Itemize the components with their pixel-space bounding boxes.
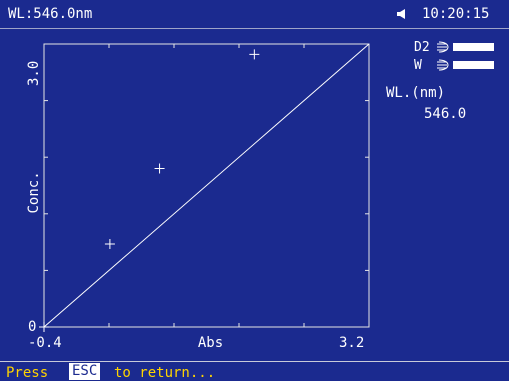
y-tick-label-max: 3.0 (26, 61, 42, 86)
lamp-w-label: W (414, 58, 422, 73)
axis-ticks (44, 44, 369, 327)
y-axis-label: Conc. (26, 171, 42, 213)
clock: 10:20:15 (422, 6, 490, 22)
wavelength-value: 546.0 (424, 106, 467, 122)
wavelength-label: WL.(nm) (386, 85, 446, 101)
lamp-d2-on-icon (437, 41, 449, 53)
calibration-fit-line (43, 43, 370, 328)
data-point-marker (154, 163, 165, 174)
x-axis-label: Abs (198, 335, 223, 351)
header-divider (0, 28, 509, 29)
status-bar: Press ESC to return... (0, 361, 509, 381)
data-point-marker (104, 238, 115, 249)
y-tick-label-min: 0 (28, 319, 36, 335)
lamp-w-on-icon (437, 59, 449, 71)
x-tick-label-max: 3.2 (339, 335, 364, 351)
plot-frame (43, 43, 370, 328)
lamp-d2-intensity-bar (453, 43, 494, 51)
lamp-w-intensity-bar (453, 61, 494, 69)
lamp-d2-status: D2 (414, 40, 504, 55)
speaker-icon (397, 9, 405, 19)
data-point-marker (39, 322, 49, 332)
esc-key-badge[interactable]: ESC (69, 363, 101, 380)
wavelength-readout: WL:546.0nm (8, 6, 93, 22)
return-hint: to return... (114, 365, 216, 381)
lamp-w-status: W (414, 58, 504, 73)
press-text: Press (6, 365, 49, 381)
x-tick-label-min: -0.4 (28, 335, 62, 351)
standard-points (39, 49, 260, 332)
title-bar: WL:546.0nm 10:20:15 (0, 0, 509, 28)
lamp-d2-label: D2 (414, 40, 430, 55)
data-point-marker (249, 49, 260, 60)
